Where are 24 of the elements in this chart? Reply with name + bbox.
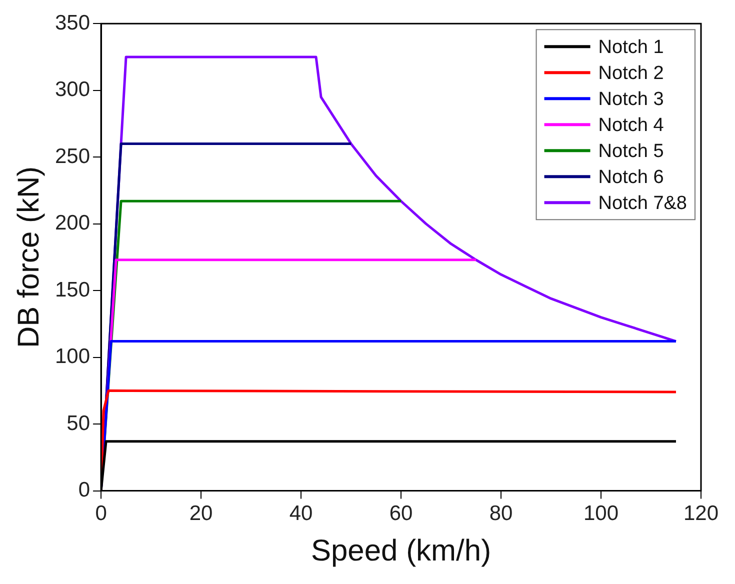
x-tick-label: 100 bbox=[583, 502, 619, 526]
legend-label: Notch 1 bbox=[598, 36, 664, 58]
x-tick-label: 120 bbox=[683, 502, 719, 526]
legend-label: Notch 3 bbox=[598, 88, 664, 110]
legend-label: Notch 2 bbox=[598, 62, 664, 84]
y-tick-label: 100 bbox=[54, 345, 90, 368]
legend-label: Notch 6 bbox=[598, 166, 664, 188]
y-tick-label: 200 bbox=[54, 212, 90, 235]
y-tick-label: 50 bbox=[66, 412, 90, 435]
y-tick-label: 0 bbox=[78, 478, 90, 502]
x-tick-label: 0 bbox=[95, 502, 107, 526]
y-axis-title: DB force (kN) bbox=[12, 166, 46, 348]
y-tick-label: 150 bbox=[54, 278, 90, 302]
legend-label: Notch 4 bbox=[598, 114, 664, 136]
y-tick-label: 250 bbox=[54, 144, 90, 168]
x-tick-label: 60 bbox=[389, 502, 413, 526]
x-tick-label: 80 bbox=[489, 502, 513, 526]
x-tick-label: 20 bbox=[189, 502, 213, 526]
legend-label: Notch 5 bbox=[598, 140, 664, 162]
y-tick-label: 300 bbox=[54, 78, 90, 102]
y-tick-label: 350 bbox=[54, 11, 90, 34]
x-axis-title: Speed (km/h) bbox=[310, 534, 492, 568]
legend-label: Notch 7&8 bbox=[598, 192, 688, 214]
x-tick-label: 40 bbox=[289, 502, 313, 526]
